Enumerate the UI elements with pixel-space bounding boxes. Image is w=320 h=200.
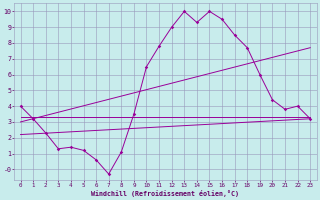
X-axis label: Windchill (Refroidissement éolien,°C): Windchill (Refroidissement éolien,°C) — [92, 190, 239, 197]
